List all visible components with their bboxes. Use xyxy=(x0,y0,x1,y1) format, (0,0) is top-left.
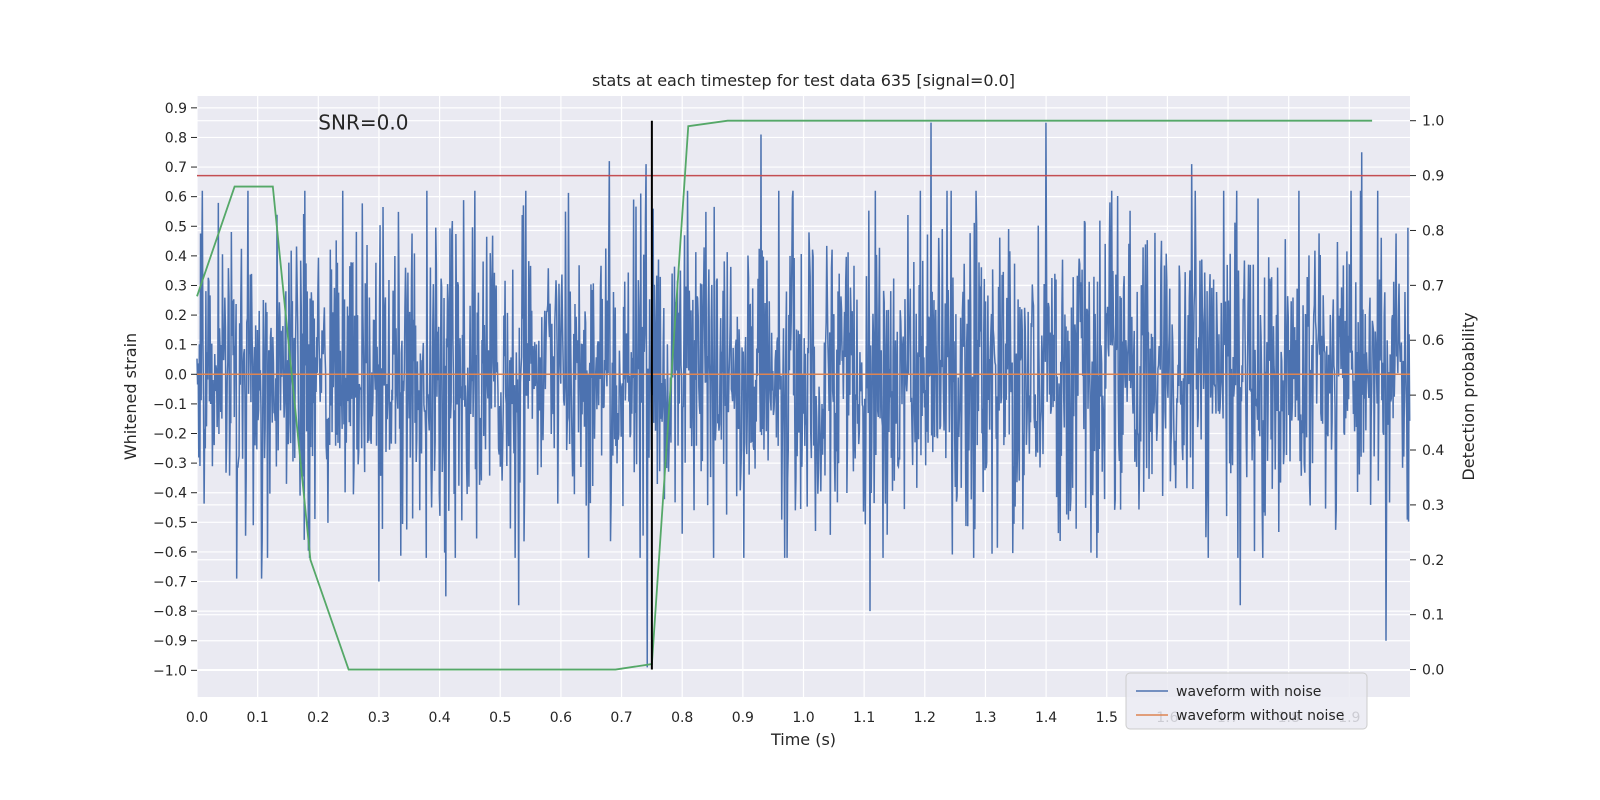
legend-label-waveform-with-noise: waveform with noise xyxy=(1176,684,1321,700)
x-tick-label: 0.1 xyxy=(247,710,269,726)
y-tick-label: 0.6 xyxy=(165,190,187,206)
x-tick-label: 0.9 xyxy=(732,710,754,726)
y-tick-label: −0.1 xyxy=(153,397,187,413)
y2-tick-label: 0.6 xyxy=(1422,333,1444,349)
y-tick-label: 0.4 xyxy=(165,249,187,265)
y2-tick-label: 1.0 xyxy=(1422,114,1444,130)
y-tick-label: −0.6 xyxy=(153,545,187,561)
y2-axis-label: Detection probability xyxy=(1459,312,1478,480)
y-tick-label: 0.1 xyxy=(165,338,187,354)
series-waveform-with-noise xyxy=(196,122,1411,668)
x-tick-label: 0.4 xyxy=(428,710,450,726)
y-tick-label: −0.7 xyxy=(153,575,187,591)
y2-tick-label: 0.2 xyxy=(1422,553,1444,569)
y2-tick-label: 0.9 xyxy=(1422,169,1444,185)
legend-box xyxy=(1125,672,1368,730)
x-axis-label: Time (s) xyxy=(770,730,836,749)
y-tick-label: −0.5 xyxy=(153,515,187,531)
y-tick-label: −0.3 xyxy=(153,456,187,472)
y2-tick-label: 0.5 xyxy=(1422,388,1444,404)
y2-tick-label: 0.0 xyxy=(1422,663,1444,679)
x-tick-label: 1.0 xyxy=(792,710,814,726)
x-tick-label: 0.6 xyxy=(550,710,572,726)
series-detection-probability xyxy=(196,119,1373,671)
x-tick-label: 1.3 xyxy=(974,710,996,726)
y-tick-label: 0.0 xyxy=(165,367,187,383)
x-tick-label: 0.7 xyxy=(610,710,632,726)
y2-tick-label: 0.7 xyxy=(1422,278,1444,294)
legend: waveform with noise waveform without noi… xyxy=(1125,672,1368,730)
x-tick-label: 0.0 xyxy=(186,710,208,726)
x-tick-label: 1.1 xyxy=(853,710,875,726)
x-tick-label: 0.3 xyxy=(368,710,390,726)
y-tick-label: 0.2 xyxy=(165,308,187,324)
y2-tick-label: 0.1 xyxy=(1422,608,1444,624)
y-tick-label: −0.9 xyxy=(153,634,187,650)
y-tick-label: −1.0 xyxy=(153,663,187,679)
x-tick-label: 0.8 xyxy=(671,710,693,726)
legend-label-waveform-without-noise: waveform without noise xyxy=(1176,708,1344,724)
y-tick-label: 0.8 xyxy=(165,130,187,146)
y-tick-label: −0.4 xyxy=(153,486,187,502)
x-tick-label: 1.5 xyxy=(1096,710,1118,726)
x-tick-label: 0.2 xyxy=(307,710,329,726)
x-tick-label: 1.2 xyxy=(914,710,936,726)
ticks: 0.0 0.1 0.2 0.3 0.4 0.5 0.6 0.7 0.8 0.9 1.0 1.1 1.2 1… xyxy=(153,101,1444,726)
y2-tick-label: 0.4 xyxy=(1422,443,1444,459)
y2-tick-label: 0.3 xyxy=(1422,498,1444,514)
y-tick-label: 0.9 xyxy=(165,101,187,117)
x-tick-label: 1.4 xyxy=(1035,710,1057,726)
y2-tick-label: 0.8 xyxy=(1422,223,1444,239)
y-tick-label: 0.7 xyxy=(165,160,187,176)
y-axis-label: Whitened strain xyxy=(121,333,140,460)
x-tick-label: 0.5 xyxy=(489,710,511,726)
y-tick-label: 0.5 xyxy=(165,219,187,235)
y-tick-label: 0.3 xyxy=(165,278,187,294)
snr-annotation: SNR=0.0 xyxy=(318,111,408,135)
y-tick-label: −0.2 xyxy=(153,427,187,443)
series-layer xyxy=(196,119,1411,671)
y-tick-label: −0.8 xyxy=(153,604,187,620)
chart-title: stats at each timestep for test data 635… xyxy=(592,71,1015,90)
